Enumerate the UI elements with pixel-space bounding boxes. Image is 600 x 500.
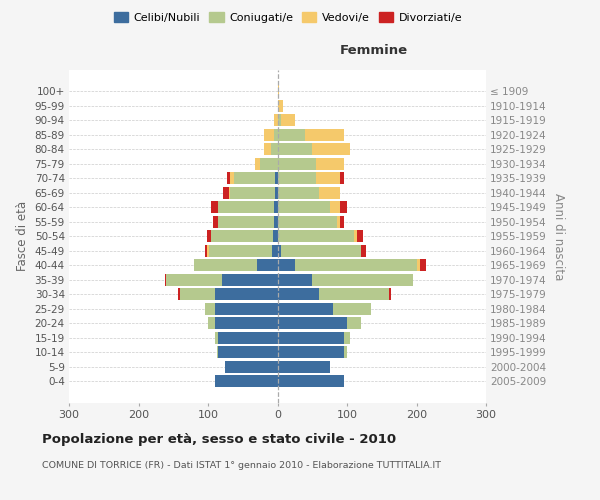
Bar (344, 332, 350, 344)
Bar (277, 186, 319, 198)
Bar (277, 346, 344, 358)
Bar (213, 216, 218, 228)
Bar (319, 186, 340, 198)
Bar (215, 318, 277, 330)
Bar (194, 260, 257, 271)
Bar (234, 172, 275, 184)
Bar (211, 230, 274, 242)
Bar (277, 376, 344, 388)
Bar (209, 245, 272, 256)
Bar (329, 202, 340, 213)
Bar (222, 274, 277, 286)
Bar (277, 128, 305, 140)
Bar (274, 216, 277, 228)
Bar (263, 143, 271, 155)
Bar (227, 172, 230, 184)
Bar (277, 274, 312, 286)
Bar (223, 186, 229, 198)
Bar (340, 216, 344, 228)
Bar (272, 245, 277, 256)
Bar (215, 288, 277, 300)
Bar (316, 158, 344, 170)
Bar (389, 288, 391, 300)
Bar (358, 230, 363, 242)
Bar (277, 303, 333, 315)
Bar (277, 202, 329, 213)
Bar (277, 361, 329, 373)
Bar (208, 245, 209, 256)
Bar (312, 274, 413, 286)
Bar (215, 332, 218, 344)
Bar (254, 158, 260, 170)
Bar (277, 260, 295, 271)
Bar (205, 303, 215, 315)
Bar (277, 230, 354, 242)
Bar (215, 376, 277, 388)
Y-axis label: Anni di nascita: Anni di nascita (552, 192, 565, 280)
Text: COMUNE DI TORRICE (FR) - Dati ISTAT 1° gennaio 2010 - Elaborazione TUTTITALIA.IT: COMUNE DI TORRICE (FR) - Dati ISTAT 1° g… (42, 460, 441, 469)
Bar (274, 114, 277, 126)
Bar (312, 143, 350, 155)
Bar (337, 216, 340, 228)
Bar (215, 303, 277, 315)
Bar (354, 230, 358, 242)
Bar (230, 172, 234, 184)
Bar (277, 288, 319, 300)
Bar (277, 172, 316, 184)
Bar (277, 158, 316, 170)
Bar (277, 332, 344, 344)
Bar (205, 245, 208, 256)
Bar (277, 216, 337, 228)
Bar (347, 318, 361, 330)
Bar (166, 274, 222, 286)
Bar (217, 346, 218, 358)
Bar (340, 202, 347, 213)
Text: Femmine: Femmine (340, 44, 407, 57)
Bar (274, 202, 277, 213)
Bar (218, 346, 277, 358)
Bar (277, 85, 279, 97)
Bar (305, 128, 344, 140)
Bar (274, 128, 277, 140)
Bar (344, 346, 347, 358)
Bar (226, 361, 277, 373)
Bar (218, 202, 274, 213)
Bar (211, 202, 218, 213)
Bar (218, 216, 274, 228)
Bar (277, 100, 283, 112)
Bar (165, 274, 166, 286)
Bar (295, 260, 416, 271)
Bar (208, 318, 215, 330)
Bar (260, 158, 277, 170)
Bar (361, 245, 367, 256)
Text: Popolazione per età, sesso e stato civile - 2010: Popolazione per età, sesso e stato civil… (42, 432, 396, 446)
Legend: Celibi/Nubili, Coniugati/e, Vedovi/e, Divorziati/e: Celibi/Nubili, Coniugati/e, Vedovi/e, Di… (109, 8, 467, 28)
Bar (281, 245, 361, 256)
Bar (271, 143, 277, 155)
Bar (218, 332, 277, 344)
Bar (229, 186, 230, 198)
Bar (416, 260, 420, 271)
Bar (274, 230, 277, 242)
Bar (340, 172, 344, 184)
Bar (281, 114, 295, 126)
Bar (277, 114, 281, 126)
Bar (275, 186, 277, 198)
Bar (277, 245, 281, 256)
Bar (180, 288, 215, 300)
Bar (263, 128, 274, 140)
Bar (277, 318, 347, 330)
Bar (319, 288, 389, 300)
Bar (178, 288, 180, 300)
Bar (230, 186, 275, 198)
Bar (275, 172, 277, 184)
Bar (316, 172, 340, 184)
Bar (420, 260, 425, 271)
Bar (257, 260, 277, 271)
Bar (333, 303, 371, 315)
Bar (277, 143, 312, 155)
Bar (208, 230, 211, 242)
Y-axis label: Fasce di età: Fasce di età (16, 201, 29, 272)
